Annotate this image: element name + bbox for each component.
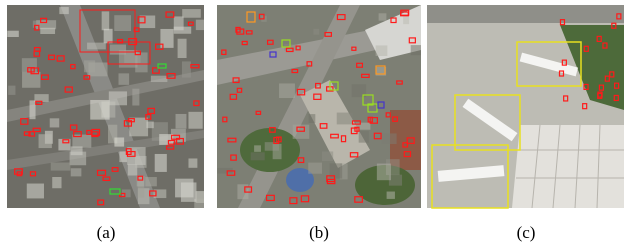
- building: [337, 113, 353, 125]
- building: [7, 31, 19, 37]
- building: [382, 133, 397, 144]
- figure: (a) (b) (c): [0, 0, 629, 249]
- building: [109, 91, 127, 105]
- building: [182, 61, 191, 77]
- building: [119, 73, 130, 84]
- building: [71, 146, 83, 155]
- building: [71, 168, 82, 176]
- building: [376, 45, 388, 56]
- building: [403, 16, 409, 24]
- building: [188, 158, 197, 167]
- building: [254, 145, 261, 152]
- building: [379, 13, 387, 20]
- building: [359, 131, 369, 143]
- building: [132, 89, 139, 106]
- building: [114, 15, 131, 31]
- caption: (c): [517, 223, 536, 242]
- building: [104, 29, 113, 43]
- building: [308, 163, 322, 174]
- building: [27, 184, 44, 199]
- building: [174, 27, 191, 34]
- building: [52, 177, 61, 188]
- building: [114, 137, 124, 146]
- building: [39, 134, 52, 148]
- building: [279, 83, 295, 98]
- building: [50, 118, 60, 127]
- building: [251, 152, 265, 160]
- building: [87, 43, 106, 50]
- building: [313, 29, 319, 35]
- building: [387, 192, 395, 199]
- building: [181, 182, 197, 201]
- building: [178, 39, 187, 58]
- building: [102, 11, 110, 30]
- caption: (a): [97, 223, 116, 242]
- building: [322, 151, 333, 161]
- building: [155, 154, 167, 172]
- building: [146, 122, 153, 129]
- building: [59, 7, 68, 14]
- building: [8, 86, 15, 95]
- building: [29, 100, 35, 119]
- building: [84, 60, 95, 72]
- building: [129, 118, 148, 137]
- building: [309, 114, 316, 123]
- building: [176, 114, 187, 129]
- building: [411, 45, 424, 55]
- building: [51, 162, 71, 170]
- building: [196, 20, 208, 30]
- panel-a-image: [7, 5, 212, 217]
- building: [182, 9, 201, 18]
- building: [90, 100, 109, 120]
- panel-b-image: [217, 5, 423, 208]
- building: [40, 28, 55, 34]
- building: [145, 177, 157, 186]
- building: [151, 76, 168, 82]
- panel-c-image: [427, 5, 624, 208]
- building: [194, 199, 209, 217]
- caption: (b): [309, 223, 329, 242]
- building: [188, 112, 202, 129]
- building: [377, 164, 391, 181]
